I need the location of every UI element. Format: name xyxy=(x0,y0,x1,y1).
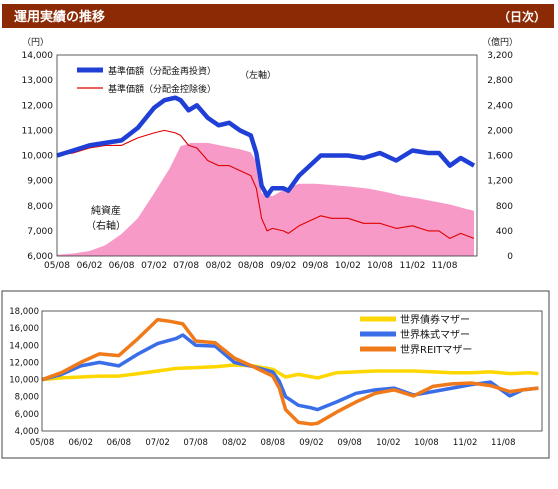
series-stock-line xyxy=(41,333,539,412)
right-y-tick-label: 2,400 xyxy=(487,101,513,111)
x-tick-label: 07/02 xyxy=(145,438,170,448)
x-tick-label: 07/08 xyxy=(183,438,208,448)
nav-lines-layer xyxy=(56,95,476,239)
x-tick-label: 07/02 xyxy=(141,261,167,271)
x-tick-label: 06/02 xyxy=(68,438,93,448)
x-tick-label: 09/08 xyxy=(337,438,362,448)
chart-mother-funds: 4,000 6,000 8,000 10,000 12,000 14,000 16,000 1… xyxy=(1,290,550,459)
x-tick-label: 07/08 xyxy=(173,261,199,271)
legend-label-bond: 世界債券マザー xyxy=(400,313,470,326)
x-tick-label: 11/08 xyxy=(431,261,457,271)
x-tick-label: 08/02 xyxy=(206,261,232,271)
left-y-tick-label: 8,000 xyxy=(27,202,53,212)
right-y-tick-label: 2,800 xyxy=(487,76,513,86)
left-y-tick-label: 14,000 xyxy=(22,51,54,61)
net-assets-annotation-line1: 純資産 xyxy=(91,204,121,217)
right-y-tick-label: 1,600 xyxy=(487,152,513,162)
left-y-tick-label: 11,000 xyxy=(22,126,54,136)
y-tick-label: 6,000 xyxy=(15,410,39,420)
left-y-tick-label: 10,000 xyxy=(22,152,54,162)
x-tick-label: 08/08 xyxy=(238,261,264,271)
mother-fund-lines-layer xyxy=(41,317,539,426)
legend-label-reit: 世界REITマザー xyxy=(400,344,472,356)
header-title: 運用実績の推移 xyxy=(14,9,105,25)
x-tick-label: 05/08 xyxy=(30,438,55,448)
x-tick-label: 10/02 xyxy=(335,261,361,271)
net-assets-area-layer xyxy=(57,142,474,256)
x-tick-labels: 05/08 06/02 06/08 07/02 07/08 08/02 08/08 09/02… xyxy=(30,438,516,448)
chart2-plot-frame xyxy=(41,310,543,432)
x-tick-label: 08/08 xyxy=(260,438,285,448)
right-y-tick-label: 400 xyxy=(496,227,513,237)
right-y-tick-label: 1,200 xyxy=(487,177,513,187)
x-tick-label: 11/02 xyxy=(453,438,478,448)
y-tick-labels: 4,000 6,000 8,000 10,000 12,000 14,000 16,000 1… xyxy=(9,307,39,437)
x-tick-label: 11/08 xyxy=(491,438,516,448)
x-tick-label: 05/08 xyxy=(44,261,70,271)
left-y-tick-label: 12,000 xyxy=(22,101,54,111)
series-nav-reinvested-line xyxy=(56,95,476,198)
plot-frame xyxy=(56,54,478,257)
series-reit-line xyxy=(41,317,539,426)
legend-axis-note: （左軸） xyxy=(240,69,276,81)
left-y-tick-label: 9,000 xyxy=(27,177,53,187)
x-tick-labels: 05/08 06/02 06/08 07/02 07/08 08/02 08/08 09/02… xyxy=(44,261,458,271)
header-frequency: （日次） xyxy=(498,9,546,24)
chart2-legend: 世界債券マザー 世界株式マザー 世界REITマザー xyxy=(360,313,472,356)
x-tick-label: 06/08 xyxy=(109,261,135,271)
series-nav-after-dist-line xyxy=(56,129,475,239)
chart-nav-and-net-assets: 運用実績の推移 （日次） （円） （億円） 6,000 7,000 8,000 9,0… xyxy=(2,4,554,271)
right-y-tick-label: 2,000 xyxy=(487,126,513,136)
y-tick-label: 18,000 xyxy=(9,307,39,317)
legend-label-stock: 世界株式マザー xyxy=(400,328,470,341)
x-tick-label: 08/02 xyxy=(222,438,247,448)
left-y-tick-labels: 6,000 7,000 8,000 9,000 10,000 11,000 12,000 13… xyxy=(22,51,54,262)
x-tick-label: 10/02 xyxy=(376,438,401,448)
right-y-tick-label: 800 xyxy=(496,202,513,212)
y-tick-label: 8,000 xyxy=(15,393,39,403)
x-tick-label: 06/02 xyxy=(77,261,103,271)
x-tick-label: 09/02 xyxy=(299,438,324,448)
x-tick-label: 10/08 xyxy=(367,261,393,271)
y-tick-label: 4,000 xyxy=(15,427,39,437)
x-tick-label: 10/08 xyxy=(414,438,439,448)
net-assets-annotation-line2: （右軸） xyxy=(86,219,126,232)
legend-label-nav-reinvested: 基準価額（分配金再投資） xyxy=(108,65,216,77)
y-tick-label: 16,000 xyxy=(9,324,39,334)
header-bar xyxy=(2,4,554,28)
legend-label-nav-after-dist: 基準価額（分配金控除後） xyxy=(108,83,216,95)
y-tick-label: 14,000 xyxy=(9,341,39,351)
legend: 基準価額（分配金再投資） （左軸） 基準価額（分配金控除後） xyxy=(77,65,276,95)
left-y-tick-label: 6,000 xyxy=(27,252,53,262)
y-tick-label: 10,000 xyxy=(9,376,39,386)
series-net-assets-area xyxy=(57,142,474,256)
x-tick-label: 06/08 xyxy=(107,438,132,448)
x-tick-label: 11/02 xyxy=(399,261,425,271)
right-y-tick-label: 0 xyxy=(507,252,513,262)
left-y-tick-label: 13,000 xyxy=(22,76,54,86)
right-y-tick-label: 3,200 xyxy=(487,51,513,61)
series-bond-line xyxy=(41,363,539,382)
right-axis-unit: （億円） xyxy=(482,36,518,48)
x-tick-label: 09/02 xyxy=(270,261,296,271)
y-tick-label: 12,000 xyxy=(9,358,39,368)
left-y-tick-label: 7,000 xyxy=(27,227,53,237)
right-y-tick-labels: 0 400 800 1,200 1,600 2,000 2,400 2,800 3,200 xyxy=(487,51,513,262)
x-tick-label: 09/08 xyxy=(302,261,328,271)
left-axis-unit: （円） xyxy=(22,37,49,48)
